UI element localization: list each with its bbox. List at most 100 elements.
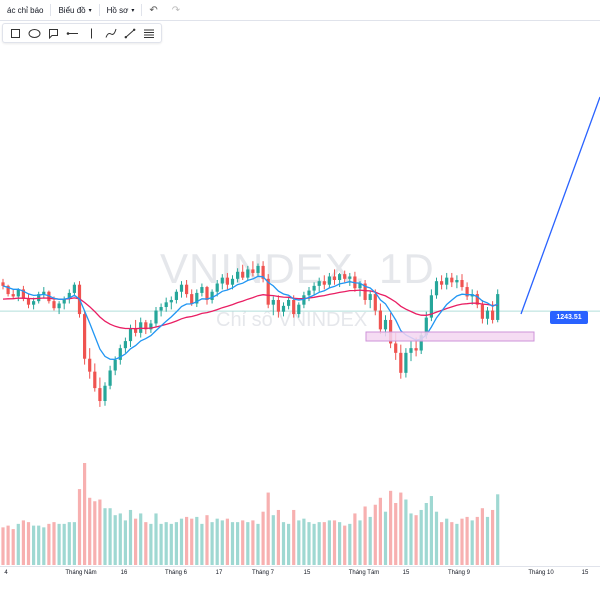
undo-icon[interactable]: ↶ bbox=[149, 4, 158, 16]
volume-bar bbox=[169, 523, 173, 565]
candle-body bbox=[164, 302, 168, 308]
volume-bar bbox=[338, 522, 342, 565]
volume-bar bbox=[16, 523, 20, 565]
time-axis[interactable]: 4 Tháng Năm 16 Tháng 6 17 Tháng 7 15 Tháng Tám 1… bbox=[0, 566, 600, 601]
drawing-toolbar bbox=[2, 23, 162, 43]
candle-body bbox=[179, 284, 184, 292]
candle-body bbox=[332, 276, 337, 280]
candle-body bbox=[455, 280, 459, 283]
candle-body bbox=[72, 284, 76, 293]
volume-bar bbox=[389, 490, 393, 565]
volume-bar bbox=[287, 523, 291, 565]
candle-body bbox=[149, 323, 153, 330]
toolbar-divider bbox=[98, 4, 100, 16]
candle-body bbox=[190, 294, 194, 304]
volume-bar bbox=[450, 522, 454, 565]
callout-icon[interactable] bbox=[44, 24, 63, 42]
horizontal-ray-icon[interactable] bbox=[63, 24, 82, 42]
volume-bar bbox=[236, 522, 240, 565]
top-toolbar: ác chỉ báo Biểu đồ ▾ Hồ sơ ▾ ↶ ↷ bbox=[0, 0, 600, 21]
support-zone-rectangle bbox=[365, 331, 535, 342]
candle-body bbox=[394, 343, 398, 353]
indicators-label: ác chỉ báo bbox=[7, 5, 44, 15]
volume-bar bbox=[93, 501, 97, 565]
volume-bar bbox=[88, 497, 92, 565]
volume-bar bbox=[261, 511, 265, 565]
candle-body bbox=[424, 317, 428, 336]
volume-bar bbox=[57, 523, 61, 565]
user-drawings bbox=[365, 96, 600, 342]
volume-bar bbox=[424, 503, 428, 565]
candle-body bbox=[37, 294, 41, 302]
slow-moving-average-line bbox=[2, 289, 498, 330]
candle-body bbox=[26, 298, 31, 305]
candle-body bbox=[327, 276, 331, 285]
chevron-down-icon: ▾ bbox=[131, 7, 135, 14]
volume-bar bbox=[480, 508, 484, 565]
chevron-down-icon: ▾ bbox=[88, 7, 92, 14]
candle-body bbox=[154, 310, 158, 324]
volume-bar bbox=[434, 511, 439, 565]
volume-bar bbox=[32, 525, 36, 565]
volume-bar bbox=[1, 527, 5, 565]
time-axis-tick-label: 15 bbox=[303, 570, 311, 576]
candle-body bbox=[174, 291, 178, 300]
candle-body bbox=[429, 295, 433, 318]
volume-bar bbox=[164, 522, 168, 565]
time-axis-tick-label: Tháng 10 bbox=[528, 570, 554, 576]
chart-type-menu[interactable]: Biểu đồ ▾ bbox=[51, 0, 98, 20]
candle-body bbox=[261, 265, 265, 279]
candle-body bbox=[128, 328, 133, 342]
volume-bar bbox=[292, 509, 296, 565]
candle-body bbox=[312, 285, 316, 291]
volume-bar bbox=[276, 509, 280, 565]
volume-bar bbox=[429, 496, 433, 565]
candle-body bbox=[348, 276, 352, 279]
volume-bar bbox=[103, 508, 107, 565]
volume-bar bbox=[134, 518, 138, 565]
volume-bar bbox=[465, 516, 469, 565]
volume-bar bbox=[77, 489, 82, 565]
time-axis-tick-label: Tháng Năm bbox=[65, 570, 97, 576]
candle-body bbox=[1, 282, 5, 286]
volume-bar bbox=[149, 523, 153, 565]
brush-icon[interactable] bbox=[101, 24, 120, 42]
candle-body bbox=[440, 281, 444, 285]
fib-retracement-icon[interactable] bbox=[139, 24, 158, 42]
candle-body bbox=[496, 294, 500, 320]
watermark-name: Chỉ số VNINDEX bbox=[216, 309, 368, 331]
volume-bar bbox=[317, 522, 321, 565]
candle-body bbox=[409, 348, 413, 353]
rectangle-icon[interactable] bbox=[6, 24, 25, 42]
profile-menu[interactable]: Hồ sơ ▾ bbox=[100, 0, 142, 20]
toolbar-divider bbox=[141, 4, 143, 16]
vertical-line-icon[interactable] bbox=[82, 24, 101, 42]
volume-bar bbox=[215, 518, 219, 565]
candle-body bbox=[241, 271, 245, 278]
ellipse-icon[interactable] bbox=[25, 24, 44, 42]
candle-body bbox=[460, 280, 464, 288]
time-axis-tick-label: 15 bbox=[402, 570, 410, 576]
fast-moving-average-line bbox=[2, 275, 498, 361]
candle-body bbox=[185, 284, 189, 295]
candle-body bbox=[475, 294, 479, 305]
candle-body bbox=[271, 299, 275, 305]
candle-body bbox=[236, 271, 240, 279]
redo-icon[interactable]: ↷ bbox=[171, 4, 181, 16]
volume-bar bbox=[144, 522, 148, 565]
candle-body bbox=[399, 352, 403, 373]
volume-bar bbox=[399, 492, 403, 565]
candle-body bbox=[373, 294, 377, 311]
candle-body bbox=[225, 277, 229, 285]
volume-bar bbox=[225, 518, 229, 565]
indicators-menu[interactable]: ác chỉ báo bbox=[0, 0, 50, 20]
candle-body bbox=[113, 359, 117, 371]
trend-line-icon[interactable] bbox=[120, 24, 139, 42]
candle-body bbox=[485, 310, 490, 319]
volume-bar bbox=[312, 523, 316, 565]
volume-bar bbox=[383, 511, 388, 565]
price-chart[interactable] bbox=[0, 21, 600, 566]
candle-body bbox=[21, 289, 25, 299]
candle-body bbox=[281, 305, 286, 312]
volume-bar bbox=[348, 523, 352, 565]
